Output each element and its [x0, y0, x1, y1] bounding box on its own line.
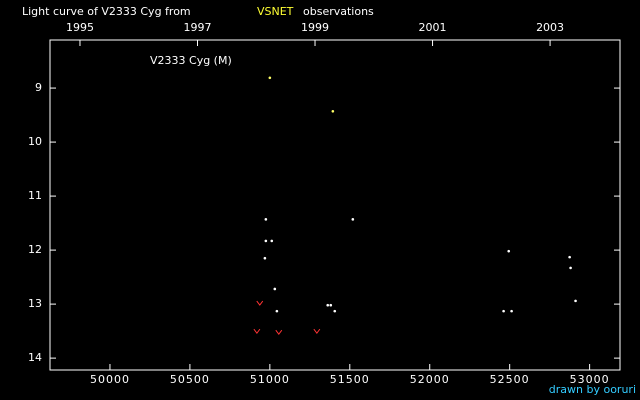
data-point [264, 218, 268, 221]
data-point [569, 266, 572, 270]
upper-limit-point [253, 328, 261, 334]
x-tick-label: 51500 [330, 373, 370, 386]
x2-tick-label: 1995 [66, 21, 94, 34]
upper-limit-point [313, 328, 321, 334]
chart-title-highlight: VSNET [257, 5, 294, 18]
y-tick-label: 10 [28, 135, 42, 148]
x-tick-label: 50500 [170, 373, 210, 386]
x-tick-label: 52000 [410, 373, 450, 386]
y-tick-label: 11 [28, 189, 42, 202]
data-point [507, 249, 511, 253]
x2-tick-label: 1997 [183, 21, 211, 34]
annotation: V2333 Cyg (M) [150, 54, 232, 67]
x-tick-label: 50000 [90, 373, 130, 386]
upper-limit-point [256, 300, 264, 306]
x2-tick-label: 1999 [301, 21, 329, 34]
x-tick-label: 52500 [490, 373, 530, 386]
x-tick-label: 53000 [570, 373, 610, 386]
data-point [268, 76, 272, 80]
chart-title: Light curve of V2333 Cyg from [22, 5, 191, 18]
data-point [574, 299, 577, 303]
data-point [263, 256, 267, 260]
data-point [351, 218, 355, 221]
data-point [510, 309, 513, 313]
y-tick-label: 9 [35, 81, 42, 94]
data-point [568, 255, 571, 259]
y-tick-label: 12 [28, 243, 42, 256]
data-point [502, 309, 505, 313]
y-tick-label: 14 [28, 351, 42, 364]
data-point [275, 309, 279, 313]
x2-tick-label: 2001 [419, 21, 447, 34]
data-point [273, 287, 277, 291]
chart-title-end: observations [303, 5, 374, 18]
plot-frame [49, 39, 621, 371]
data-point [326, 303, 330, 307]
upper-limit-point [275, 329, 283, 336]
data-point [329, 303, 333, 307]
data-point [264, 239, 268, 243]
data-point [333, 309, 337, 313]
x-tick-label: 51000 [250, 373, 290, 386]
credit: drawn by ooruri [549, 383, 636, 396]
y-tick-label: 13 [28, 297, 42, 310]
data-point [270, 239, 274, 243]
data-point [331, 109, 335, 113]
x2-tick-label: 2003 [536, 21, 564, 34]
